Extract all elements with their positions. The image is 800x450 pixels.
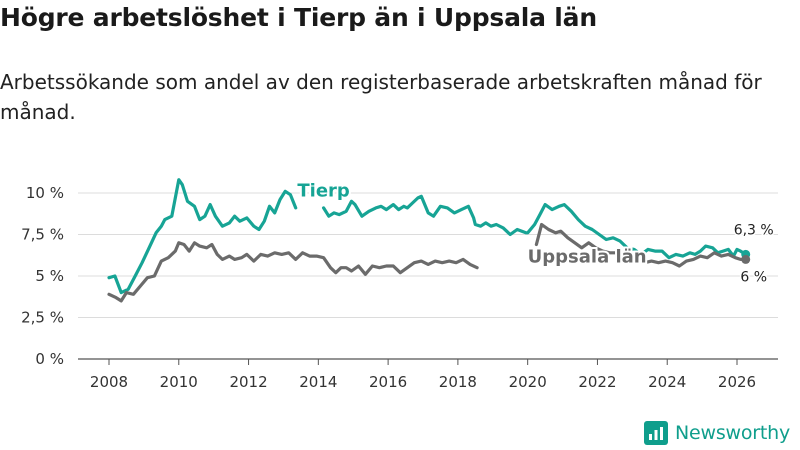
series-line-uppsala-lan bbox=[107, 222, 748, 303]
x-tick-label: 2010 bbox=[160, 373, 198, 391]
y-tick-label: 2,5 % bbox=[21, 309, 64, 327]
y-tick-label: 0 % bbox=[35, 350, 64, 368]
end-value-label: 6 % bbox=[740, 269, 767, 285]
end-value-label: 6,3 % bbox=[734, 222, 774, 238]
y-tick-label: 10 % bbox=[26, 184, 64, 202]
x-tick-label: 2022 bbox=[578, 373, 616, 391]
y-tick-label: 5 % bbox=[35, 267, 64, 285]
x-tick-label: 2016 bbox=[369, 373, 407, 391]
series-line-tierp bbox=[107, 178, 748, 295]
x-tick-label: 2012 bbox=[229, 373, 267, 391]
newsworthy-logo-icon bbox=[644, 421, 668, 445]
x-tick-label: 2024 bbox=[648, 373, 686, 391]
x-tick-label: 2018 bbox=[439, 373, 477, 391]
newsworthy-logo-text: Newsworthy bbox=[675, 422, 791, 444]
newsworthy-logo: Newsworthy bbox=[644, 419, 790, 447]
chart-title: Högre arbetslöshet i Tierp än i Uppsala … bbox=[0, 3, 597, 32]
x-tick-label: 2008 bbox=[90, 373, 128, 391]
series-label: Tierp bbox=[297, 180, 350, 201]
x-tick-label: 2026 bbox=[718, 373, 756, 391]
chart-subtitle: Arbetssökande som andel av den registerb… bbox=[0, 70, 762, 124]
x-tick-label: 2020 bbox=[509, 373, 547, 391]
y-tick-label: 7,5 % bbox=[21, 226, 64, 244]
x-tick-label: 2014 bbox=[299, 373, 337, 391]
series-label: Uppsala län bbox=[528, 247, 647, 268]
end-point-marker bbox=[741, 254, 751, 264]
